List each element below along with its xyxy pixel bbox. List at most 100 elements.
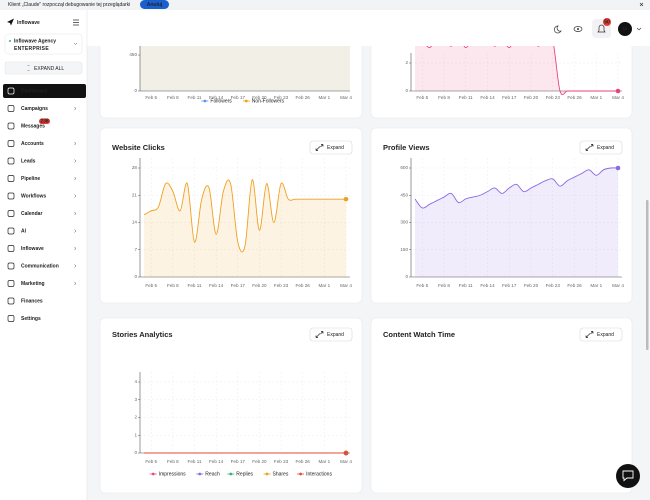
x-tick-label: Mar 4 [612, 95, 624, 100]
y-tick-label: 4 [134, 379, 137, 384]
legend-marker [244, 99, 248, 103]
nav-item[interactable]: AI [21, 228, 27, 234]
y-tick-label: 0 [134, 88, 137, 93]
legend-label: Non-Followers [252, 98, 285, 104]
nav-chevron [74, 229, 77, 233]
nav-item[interactable]: Marketing [21, 281, 45, 287]
view-icon[interactable] [573, 26, 583, 32]
x-tick-label: Feb 14 [209, 95, 224, 100]
avatar[interactable] [618, 22, 632, 36]
nav-item[interactable]: Inflowave [21, 246, 44, 252]
x-tick-label: Feb 5 [416, 95, 428, 100]
end-point [343, 196, 349, 202]
nav-chevron [74, 194, 77, 198]
nav-chevron [74, 264, 77, 268]
agency-box[interactable] [4, 33, 83, 55]
nav-icon [7, 105, 15, 112]
cancel-label[interactable]: Anuluj [147, 2, 163, 8]
line [426, 46, 619, 96]
expand-all-icon [27, 64, 30, 72]
nav-item[interactable]: Campaigns [21, 106, 48, 112]
y-tick-label: 300 [400, 220, 408, 225]
legend-marker [229, 472, 233, 476]
nav-icon [7, 175, 15, 182]
card [370, 127, 633, 304]
nav-item[interactable]: Pipeline [21, 176, 40, 182]
x-tick-label: Feb 20 [252, 95, 267, 100]
card [99, 317, 363, 494]
x-tick-label: Feb 26 [296, 95, 311, 100]
avatar-chevron [636, 27, 642, 31]
x-tick-label: Mar 1 [318, 95, 330, 100]
x-tick-label: Feb 26 [296, 459, 311, 464]
nav-item[interactable]: Accounts [21, 141, 44, 147]
x-tick-label: Feb 11 [459, 95, 473, 100]
y-tick-label: 0 [134, 274, 137, 279]
notification-badge [603, 18, 611, 26]
x-tick-label: Feb 20 [524, 95, 539, 100]
chat-button[interactable] [616, 464, 640, 488]
expand-button[interactable] [309, 140, 353, 155]
nav-icon [7, 227, 15, 235]
nav-item[interactable]: Calendar [21, 211, 42, 217]
nav-icon [7, 315, 15, 322]
expand-all-button[interactable] [4, 61, 83, 75]
expand-label[interactable]: Expand [327, 332, 344, 338]
legend-label: Interactions [306, 471, 332, 477]
expand-label[interactable]: Expand [597, 145, 614, 151]
legend-label: Followers [210, 98, 232, 104]
expand-button[interactable] [579, 327, 623, 342]
agency-name: Inflowave Agency [14, 38, 56, 44]
y-tick-label: 2 [134, 415, 137, 420]
scrollbar [646, 200, 649, 350]
nav-item[interactable]: Messages [21, 123, 45, 129]
x-tick-label: Feb 5 [145, 283, 157, 288]
expand-button[interactable] [579, 140, 623, 155]
y-tick-label: 7 [134, 247, 137, 252]
x-tick-label: Feb 5 [416, 283, 428, 288]
area [415, 167, 618, 277]
nav-item[interactable]: Workflows [21, 193, 46, 199]
nav-icon [7, 280, 15, 287]
chart-title: Website Clicks [112, 143, 165, 152]
nav-chevron [74, 281, 77, 286]
legend-marker [299, 472, 302, 476]
menu-icon[interactable] [73, 19, 79, 26]
card [99, 127, 363, 304]
card [370, 46, 633, 119]
avatar-initials: IA [623, 27, 628, 33]
x-tick-label: Feb 17 [231, 95, 246, 100]
nav-icon [7, 262, 15, 270]
nav-item[interactable]: Leads [21, 158, 36, 164]
nav-item[interactable]: Dashboard [21, 88, 47, 94]
x-tick-label: Feb 23 [274, 459, 289, 464]
close-banner[interactable] [639, 2, 644, 7]
x-tick-label: Feb 23 [546, 283, 561, 288]
x-tick-label: Feb 20 [252, 283, 267, 288]
line [143, 179, 346, 253]
x-tick-label: Feb 26 [567, 283, 582, 288]
legend-label: Shares [273, 471, 289, 477]
area-fill [140, 46, 350, 91]
y-tick-label: 0 [405, 274, 408, 279]
end-point [343, 450, 349, 456]
expand-icon [585, 144, 594, 151]
x-tick-label: Feb 14 [209, 459, 224, 464]
expand-all-label[interactable]: EXPAND ALL [34, 66, 64, 72]
agency-chevron [73, 42, 78, 45]
nav-item[interactable]: Communication [21, 263, 59, 269]
x-tick-label: Mar 4 [340, 283, 352, 288]
y-tick-label: 0 [134, 450, 137, 455]
y-tick-label: 3 [134, 397, 137, 402]
expand-label[interactable]: Expand [597, 332, 614, 338]
cancel-button[interactable] [140, 0, 169, 9]
nav-item[interactable]: Finances [21, 298, 43, 304]
x-tick-label: Feb 8 [438, 95, 450, 100]
nav-item[interactable]: Settings [21, 316, 41, 322]
expand-button[interactable] [309, 327, 353, 342]
legend-marker [198, 472, 202, 476]
theme-icon[interactable] [554, 25, 562, 34]
legend-marker [151, 472, 155, 476]
expand-label[interactable]: Expand [327, 145, 344, 151]
